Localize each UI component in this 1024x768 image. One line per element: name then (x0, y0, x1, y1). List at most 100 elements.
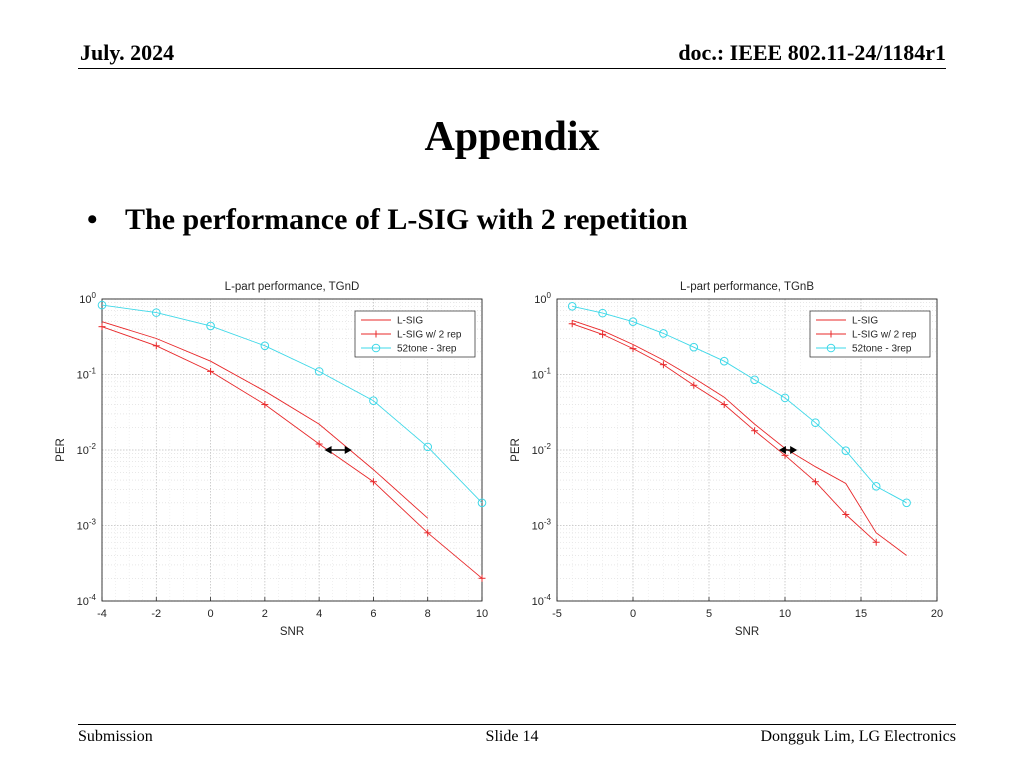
header-rule (78, 68, 946, 69)
y-tick-label: 10-3 (532, 518, 552, 533)
data-point (207, 367, 215, 375)
footer-rule (78, 724, 956, 725)
data-point (750, 375, 759, 385)
double-arrow-annotation (324, 446, 352, 454)
x-tick-label: 10 (476, 608, 488, 620)
data-point (314, 367, 324, 376)
y-tick-label: 100 (79, 291, 96, 306)
bullet-text: The performance of L-SIG with 2 repetiti… (125, 203, 688, 236)
x-tick-label: -4 (97, 608, 107, 620)
data-point (751, 427, 759, 435)
series-line-3 (101, 304, 483, 504)
y-tick-label: 10-1 (532, 367, 552, 382)
x-tick-label: 5 (706, 608, 712, 620)
data-point (629, 345, 637, 353)
y-tick-label: 10-1 (77, 367, 97, 382)
data-point (872, 538, 880, 546)
data-point (424, 529, 432, 537)
x-tick-label: 2 (262, 608, 268, 620)
x-tick-label: 10 (779, 608, 791, 620)
y-axis-label: PER (510, 438, 522, 462)
legend-label: L-SIG (852, 316, 878, 327)
legend-box (809, 310, 931, 358)
header-doc-id: doc.: IEEE 802.11-24/1184r1 (678, 40, 946, 65)
series-line-1 (101, 321, 429, 519)
x-tick-label: 0 (630, 608, 636, 620)
x-tick-label: 20 (931, 608, 943, 620)
data-point (719, 356, 729, 366)
legend-marker (371, 343, 381, 353)
legend-label: L-SIG w/ 2 rep (852, 330, 917, 341)
data-point (369, 396, 378, 405)
data-point (206, 321, 215, 331)
data-point (780, 393, 790, 403)
slide-title: Appendix (424, 114, 600, 160)
data-point (599, 330, 607, 338)
bullet-item: • The performance of L-SIG with 2 repetit… (87, 203, 688, 237)
arrow-head-left (778, 446, 786, 454)
y-tick-label: 10-2 (532, 442, 552, 457)
arrow-head-right (790, 446, 798, 454)
data-point (98, 323, 106, 331)
chart-title: L-part performance, TGnB (680, 281, 814, 293)
y-axis-label: PER (55, 438, 67, 462)
arrow-head-right (344, 446, 352, 454)
data-point (842, 510, 850, 518)
data-point (261, 401, 269, 409)
data-point (477, 498, 487, 508)
data-point (567, 302, 577, 311)
data-point (478, 574, 486, 582)
x-axis-label: SNR (280, 626, 304, 638)
data-point (841, 446, 851, 455)
x-tick-label: -2 (151, 608, 161, 620)
data-point (689, 342, 699, 352)
chart-title: L-part performance, TGnD (225, 281, 360, 293)
data-point (902, 498, 911, 508)
chart-tgnd: 10-4 10-3 10-2 10-1 100 -4 -2 0 2 4 6 8 10 L-part per… (55, 281, 488, 638)
data-point (811, 478, 819, 486)
data-point (598, 308, 607, 318)
data-point (811, 418, 820, 427)
data-point (369, 478, 377, 486)
data-point (260, 341, 270, 351)
y-tick-label: 10-3 (77, 518, 97, 533)
data-point (628, 317, 638, 327)
data-point (151, 308, 161, 317)
x-tick-label: -5 (552, 608, 562, 620)
data-point (315, 440, 323, 448)
data-point (871, 482, 881, 491)
x-tick-label: 15 (855, 608, 867, 620)
y-tick-label: 10-2 (77, 442, 97, 457)
footer-slide-number: Slide 14 (485, 728, 539, 745)
data-point (690, 381, 698, 389)
data-point (97, 300, 107, 310)
axes-box (556, 298, 938, 602)
bullet-marker: • (87, 203, 98, 236)
y-tick-label: 10-4 (77, 593, 97, 608)
data-point (152, 342, 160, 350)
data-point (720, 401, 728, 409)
legend-label: 52tone - 3rep (397, 344, 457, 355)
x-tick-label: 4 (316, 608, 322, 620)
x-tick-label: 0 (208, 608, 214, 620)
x-tick-label: 6 (370, 608, 376, 620)
series-line-1 (572, 319, 907, 556)
legend-label: L-SIG (397, 316, 423, 327)
y-tick-label: 10-4 (532, 593, 552, 608)
x-axis-label: SNR (735, 626, 759, 638)
x-tick-label: 8 (425, 608, 431, 620)
data-point (659, 329, 668, 338)
series-line-3 (572, 305, 907, 504)
data-point (423, 442, 433, 452)
legend-label: 52tone - 3rep (852, 344, 912, 355)
legend-label: L-SIG w/ 2 rep (397, 330, 462, 341)
header-date: July. 2024 (80, 40, 175, 65)
data-point (659, 361, 667, 369)
axes-box (101, 298, 483, 602)
series-line-2 (101, 326, 483, 579)
y-tick-label: 100 (534, 291, 551, 306)
double-arrow-annotation (778, 446, 798, 454)
footer-author: Dongguk Lim, LG Electronics (760, 728, 956, 745)
footer-submission: Submission (78, 728, 153, 745)
arrow-head-left (324, 446, 332, 454)
